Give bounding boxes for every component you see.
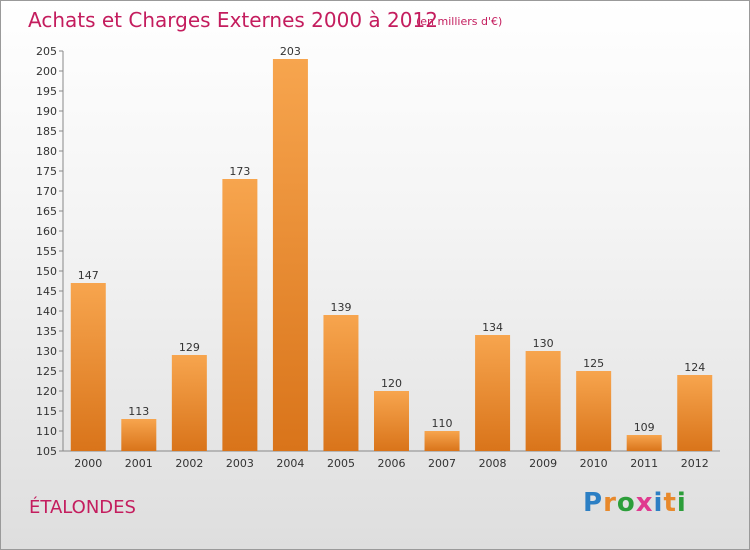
data-label-2005: 139 (330, 301, 351, 314)
data-label-2008: 134 (482, 321, 503, 334)
y-tick-label: 140 (36, 305, 57, 318)
y-tick-label: 180 (36, 145, 57, 158)
y-tick-label: 125 (36, 365, 57, 378)
x-tick-label-2011: 2011 (630, 457, 658, 470)
bar-2011 (626, 435, 662, 451)
y-tick-label: 150 (36, 265, 57, 278)
x-tick-label-2010: 2010 (580, 457, 608, 470)
data-label-2006: 120 (381, 377, 402, 390)
chart-unit: (en milliers d'€) (416, 15, 503, 28)
y-tick-label: 195 (36, 85, 57, 98)
logo-letter: i (653, 488, 664, 518)
bar-2005 (323, 315, 359, 451)
bar-2006 (374, 391, 409, 451)
x-tick-label-2009: 2009 (529, 457, 557, 470)
data-label-2009: 130 (533, 337, 554, 350)
x-tick-label-2012: 2012 (681, 457, 709, 470)
x-tick-label-2002: 2002 (175, 457, 203, 470)
bar-2008 (475, 335, 511, 451)
proxiti-logo: Proxiti (583, 488, 687, 518)
data-label-2004: 203 (280, 45, 301, 58)
bar-2012 (677, 375, 713, 451)
logo-letter: t (663, 488, 677, 518)
y-tick-label: 185 (36, 125, 57, 138)
logo-letter: o (616, 488, 636, 518)
y-tick-label: 190 (36, 105, 57, 118)
data-label-2007: 110 (432, 417, 453, 430)
bar-2004 (272, 59, 308, 451)
x-tick-label-2005: 2005 (327, 457, 355, 470)
y-tick-label: 170 (36, 185, 57, 198)
logo-letter: r (603, 488, 617, 518)
bar-2002 (171, 355, 207, 451)
data-label-2010: 125 (583, 357, 604, 370)
x-tick-label-2004: 2004 (276, 457, 304, 470)
data-label-2002: 129 (179, 341, 200, 354)
x-tick-label-2001: 2001 (125, 457, 153, 470)
data-label-2011: 109 (634, 421, 655, 434)
x-tick-label-2008: 2008 (479, 457, 507, 470)
data-label-2012: 124 (684, 361, 705, 374)
x-tick-label-2007: 2007 (428, 457, 456, 470)
y-tick-label: 175 (36, 165, 57, 178)
logo-letter: P (583, 488, 604, 518)
y-tick-label: 130 (36, 345, 57, 358)
y-tick-label: 155 (36, 245, 57, 258)
data-label-2003: 173 (229, 165, 250, 178)
y-tick-label: 115 (36, 405, 57, 418)
bar-2003 (222, 179, 258, 451)
bar-2000 (70, 283, 106, 451)
y-tick-label: 120 (36, 385, 57, 398)
y-tick-label: 135 (36, 325, 57, 338)
bar-2009 (525, 351, 561, 451)
x-tick-label-2003: 2003 (226, 457, 254, 470)
logo-letter: i (676, 488, 687, 518)
y-tick-label: 110 (36, 425, 57, 438)
y-tick-label: 205 (36, 45, 57, 58)
logo-letter: x (635, 488, 654, 518)
y-tick-label: 105 (36, 445, 57, 458)
y-tick-label: 160 (36, 225, 57, 238)
y-tick-label: 200 (36, 65, 57, 78)
data-label-2001: 113 (128, 405, 149, 418)
chart-title: Achats et Charges Externes 2000 à 2012 (28, 8, 438, 32)
data-label-2000: 147 (78, 269, 99, 282)
y-tick-label: 165 (36, 205, 57, 218)
commune-name: ÉTALONDES (29, 497, 136, 518)
bar-2001 (121, 419, 157, 451)
bar-2010 (576, 371, 612, 451)
x-tick-label-2000: 2000 (74, 457, 102, 470)
bar-2007 (424, 431, 460, 451)
x-tick-label-2006: 2006 (378, 457, 406, 470)
y-tick-label: 145 (36, 285, 57, 298)
